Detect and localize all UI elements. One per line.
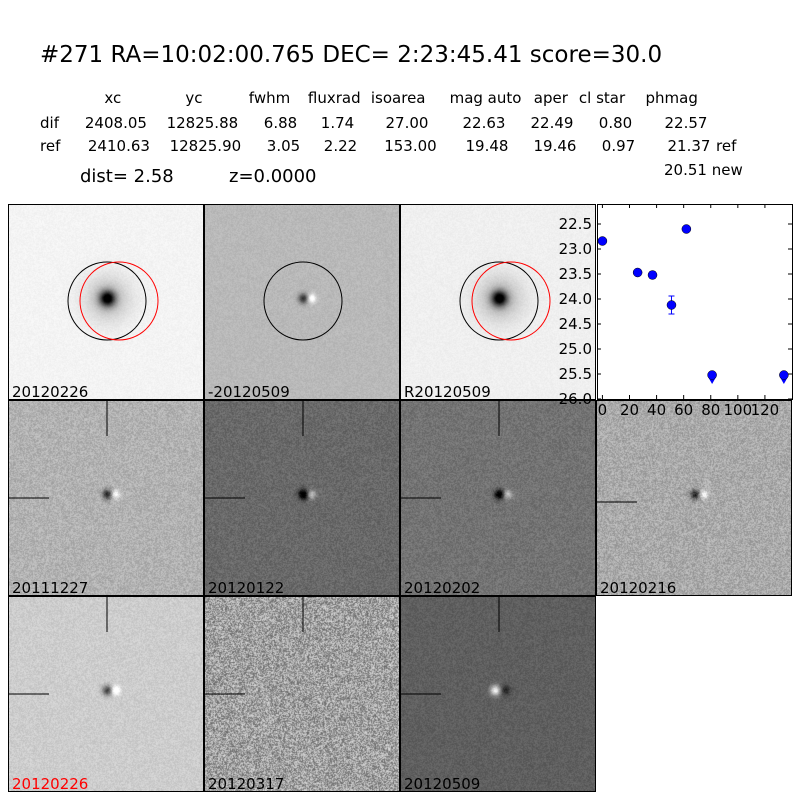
column-header: isoarea bbox=[371, 89, 426, 107]
image-panel: 20120226 bbox=[8, 204, 204, 400]
new-phmag: 20.51 new bbox=[664, 161, 743, 179]
table-cell: 6.88 bbox=[264, 114, 297, 132]
table-cell: 3.05 bbox=[267, 137, 300, 155]
image-panel: 20120509 bbox=[400, 596, 596, 792]
image-panel: -20120509 bbox=[204, 204, 400, 400]
panel-date-label: 20120226 bbox=[12, 383, 88, 400]
data-point bbox=[633, 268, 642, 277]
column-header: cl star bbox=[579, 89, 625, 107]
data-point bbox=[708, 371, 717, 380]
column-header: phmag bbox=[646, 89, 698, 107]
x-tick-label: 20 bbox=[620, 401, 639, 419]
image-panel: 20120202 bbox=[400, 400, 596, 596]
light-curve-plot: 0 20 40 60 80 100120 bbox=[597, 204, 793, 424]
table-cell: 22.49 bbox=[531, 114, 574, 132]
image-panel: 20120216 bbox=[596, 400, 792, 596]
plot-frame bbox=[598, 205, 793, 400]
x-tick-label: 60 bbox=[674, 401, 693, 419]
table-cell: 2.22 bbox=[324, 137, 357, 155]
panel-date-label: -20120509 bbox=[208, 383, 290, 400]
panel-date-label: 20111227 bbox=[12, 579, 88, 596]
table-cell: 19.48 bbox=[466, 137, 509, 155]
y-tick-label: 23.5 bbox=[553, 265, 592, 283]
table-cell: 21.37 bbox=[668, 137, 711, 155]
column-header: yc bbox=[185, 89, 202, 107]
table-cell: 12825.88 bbox=[167, 114, 239, 132]
x-tick-label: 0 bbox=[598, 401, 608, 419]
x-tick-label: 100 bbox=[724, 401, 753, 419]
z-value: z=0.0000 bbox=[229, 166, 317, 187]
panel-date-label: 20120202 bbox=[404, 579, 480, 596]
column-header: fluxrad bbox=[308, 89, 361, 107]
data-point bbox=[779, 371, 788, 380]
panel-date-label: 20120509 bbox=[404, 775, 480, 792]
table-cell: 22.63 bbox=[463, 114, 506, 132]
table-cell: 0.80 bbox=[599, 114, 632, 132]
y-tick-label: 24.0 bbox=[553, 290, 592, 308]
panel-date-label: 20120317 bbox=[208, 775, 284, 792]
candidate-title: #271 RA=10:02:00.765 DEC= 2:23:45.41 sco… bbox=[40, 42, 662, 68]
table-cell: 12825.90 bbox=[170, 137, 242, 155]
table-cell: 2408.05 bbox=[85, 114, 147, 132]
x-tick-label: 80 bbox=[701, 401, 720, 419]
table-cell: 1.74 bbox=[321, 114, 354, 132]
x-tick-label: 40 bbox=[647, 401, 666, 419]
table-cell: 0.97 bbox=[602, 137, 635, 155]
dist-value: dist= 2.58 bbox=[80, 166, 174, 187]
panel-date-label: 20120226 bbox=[12, 775, 88, 792]
column-header: xc bbox=[104, 89, 121, 107]
table-cell: 27.00 bbox=[386, 114, 429, 132]
panel-date-label: 20120216 bbox=[600, 579, 676, 596]
x-tick-label: 120 bbox=[751, 401, 780, 419]
panel-date-label: 20120122 bbox=[208, 579, 284, 596]
y-tick-label: 26.0 bbox=[553, 390, 592, 408]
panel-date-label: R20120509 bbox=[404, 383, 491, 400]
table-cell: 2410.63 bbox=[88, 137, 150, 155]
data-point bbox=[667, 301, 676, 310]
y-tick-label: 25.0 bbox=[553, 340, 592, 358]
column-header: aper bbox=[534, 89, 568, 107]
y-tick-label: 25.5 bbox=[553, 365, 592, 383]
aperture-circle bbox=[264, 262, 342, 340]
image-panel: 20120317 bbox=[204, 596, 400, 792]
table-cell: 22.57 bbox=[665, 114, 708, 132]
data-point bbox=[682, 225, 691, 234]
image-panel: 20120226 bbox=[8, 596, 204, 792]
y-tick-label: 22.5 bbox=[553, 215, 592, 233]
data-point bbox=[648, 271, 657, 280]
image-panel: 20111227 bbox=[8, 400, 204, 596]
column-header: mag auto bbox=[450, 89, 522, 107]
ref-suffix: ref bbox=[716, 137, 736, 155]
table-cell: 19.46 bbox=[534, 137, 577, 155]
row-label: dif bbox=[40, 114, 59, 132]
row-label: ref bbox=[40, 137, 60, 155]
y-tick-label: 24.5 bbox=[553, 315, 592, 333]
image-panel: 20120122 bbox=[204, 400, 400, 596]
y-tick-label: 23.0 bbox=[553, 240, 592, 258]
column-header: fwhm bbox=[249, 89, 290, 107]
table-cell: 153.00 bbox=[384, 137, 437, 155]
data-point bbox=[598, 237, 607, 246]
